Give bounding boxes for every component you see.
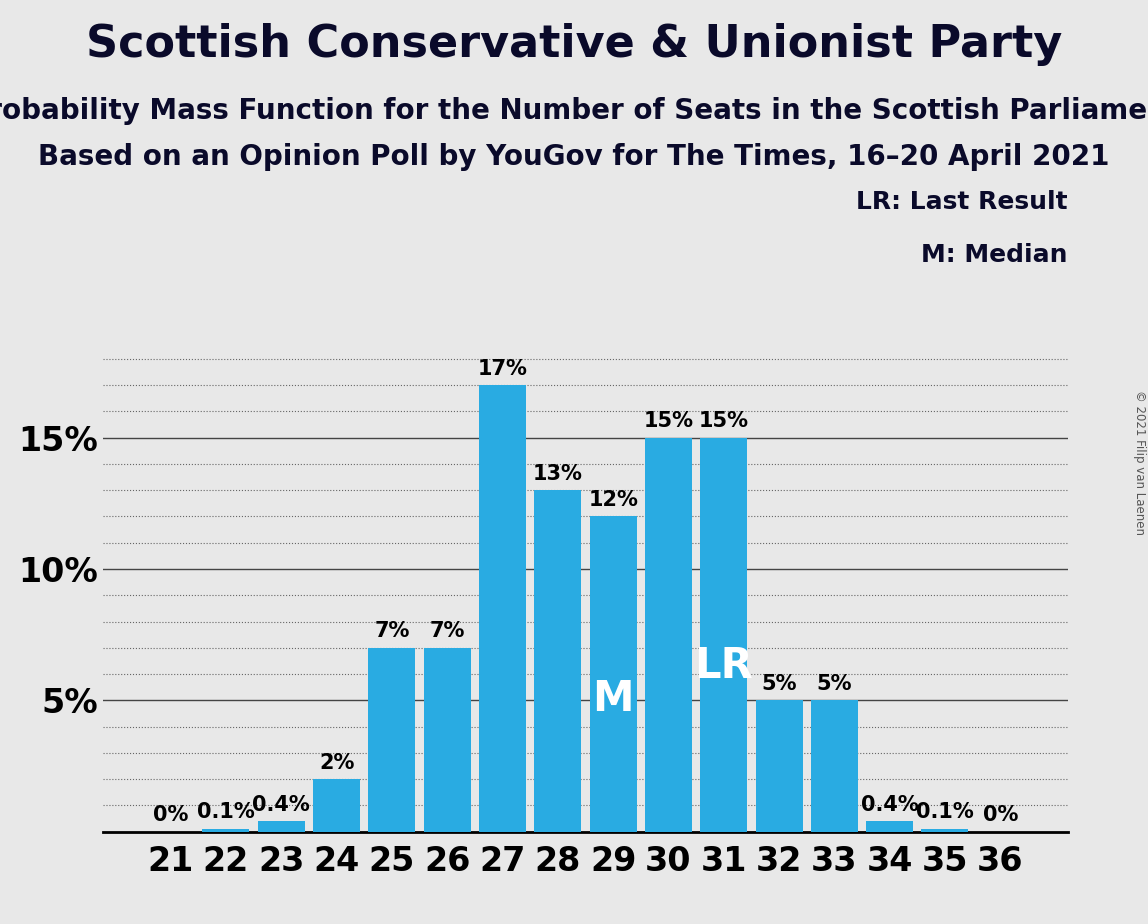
Bar [645, 438, 692, 832]
Text: 0.1%: 0.1% [916, 802, 974, 822]
Bar [369, 648, 416, 832]
Text: 2%: 2% [319, 752, 355, 772]
Text: 7%: 7% [429, 621, 465, 641]
Text: 12%: 12% [588, 490, 638, 510]
Text: M: Median: M: Median [921, 243, 1068, 267]
Text: 15%: 15% [643, 411, 693, 432]
Text: 7%: 7% [374, 621, 410, 641]
Bar [922, 829, 969, 832]
Text: 0%: 0% [153, 805, 188, 825]
Text: Scottish Conservative & Unionist Party: Scottish Conservative & Unionist Party [86, 23, 1062, 67]
Text: © 2021 Filip van Laenen: © 2021 Filip van Laenen [1133, 390, 1147, 534]
Text: 5%: 5% [816, 674, 852, 694]
Bar [258, 821, 304, 832]
Text: 13%: 13% [533, 464, 583, 483]
Bar [534, 491, 581, 832]
Text: 5%: 5% [761, 674, 797, 694]
Bar [867, 821, 913, 832]
Text: Based on an Opinion Poll by YouGov for The Times, 16–20 April 2021: Based on an Opinion Poll by YouGov for T… [38, 143, 1110, 171]
Bar [202, 829, 249, 832]
Text: 0%: 0% [983, 805, 1018, 825]
Bar [810, 700, 858, 832]
Bar [313, 779, 360, 832]
Text: 0.4%: 0.4% [253, 795, 310, 815]
Bar [424, 648, 471, 832]
Text: 0.4%: 0.4% [861, 795, 918, 815]
Bar [590, 517, 637, 832]
Text: 0.1%: 0.1% [197, 802, 255, 822]
Text: LR: Last Result: LR: Last Result [856, 190, 1068, 214]
Bar [479, 385, 526, 832]
Bar [755, 700, 802, 832]
Text: Probability Mass Function for the Number of Seats in the Scottish Parliament: Probability Mass Function for the Number… [0, 97, 1148, 125]
Text: M: M [592, 678, 634, 720]
Text: 17%: 17% [478, 359, 527, 379]
Text: LR: LR [695, 645, 753, 687]
Bar [700, 438, 747, 832]
Text: 15%: 15% [699, 411, 748, 432]
